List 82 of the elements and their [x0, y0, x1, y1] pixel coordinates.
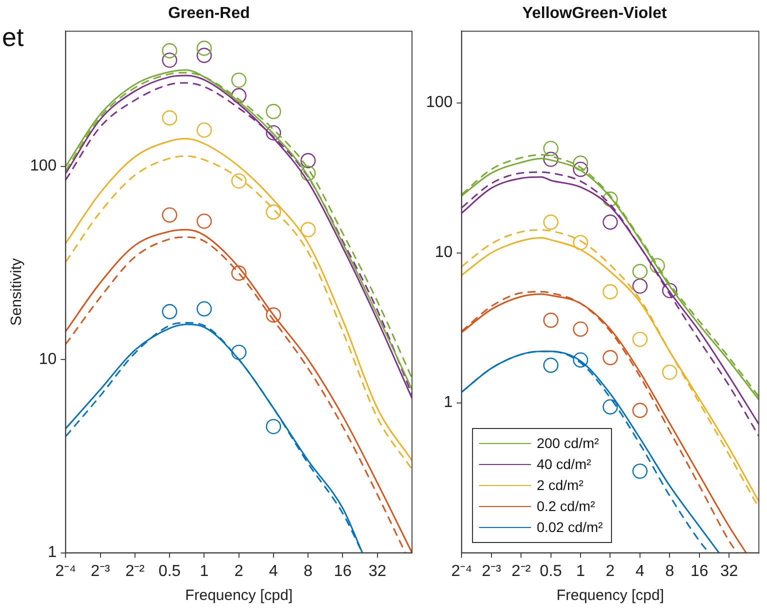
point [300, 222, 316, 238]
x-tick-label: 8 [304, 562, 313, 580]
point [602, 399, 618, 414]
x-tick-label: 16 [690, 562, 708, 580]
x-tick-label: 32 [720, 562, 738, 580]
point [300, 153, 316, 168]
point [543, 312, 558, 328]
point [632, 464, 648, 479]
point [266, 204, 282, 220]
x-tick-label: 2⁻³ [90, 562, 111, 580]
point [231, 344, 246, 360]
x-tick-label: 32 [368, 562, 386, 580]
x-tick-label: 2⁻⁴ [55, 562, 76, 580]
x-tick-label: 2 [234, 562, 244, 580]
point [266, 104, 282, 120]
x-tick-label: 16 [334, 562, 352, 580]
text: et [2, 22, 24, 53]
point [196, 214, 212, 229]
x-tick-label: 0.5 [158, 562, 181, 580]
point [543, 152, 558, 167]
x-tick-label: 8 [665, 562, 674, 580]
point [572, 234, 588, 250]
point [572, 162, 588, 177]
y-tick-label: 1 [48, 544, 57, 562]
point [662, 282, 678, 298]
legend-label: 200 cd/m² [536, 435, 599, 452]
point [662, 364, 678, 380]
chart-title: YellowGreen-Violet [522, 5, 668, 22]
y-tick-label: 10 [38, 350, 57, 368]
point [543, 214, 558, 230]
point [266, 125, 282, 140]
legend-label: 2 cd/m² [536, 477, 584, 494]
point [162, 207, 178, 223]
legend-label: 0.02 cd/m² [536, 519, 603, 536]
point [162, 110, 178, 126]
point [231, 173, 246, 189]
point [266, 307, 282, 323]
x-axis-title: Frequency [cpd] [185, 587, 293, 604]
point [196, 301, 212, 316]
point [300, 166, 316, 181]
point [632, 402, 648, 418]
point [602, 214, 618, 230]
point [231, 88, 246, 104]
point [196, 40, 212, 56]
x-tick-label: 2⁻² [512, 562, 532, 580]
x-tick-label: 2 [606, 562, 615, 580]
x-tick-label: 4 [636, 562, 645, 580]
chart-title: Green-Red [168, 5, 250, 22]
x-tick-label: 4 [269, 562, 278, 580]
point [162, 304, 178, 320]
point [632, 264, 648, 280]
point [602, 284, 618, 300]
x-tick-label: 1 [576, 562, 586, 580]
point [543, 358, 558, 373]
point [602, 191, 618, 207]
x-tick-label: 2⁻⁴ [451, 562, 472, 580]
point [572, 321, 588, 337]
y-axis-title: Sensitivity [8, 258, 26, 326]
legend-label: 0.2 cd/m² [536, 498, 596, 514]
y-tick-label: 1 [444, 394, 453, 412]
point [196, 122, 212, 138]
x-tick-label: 1 [200, 562, 209, 580]
y-tick-label: 100 [426, 94, 453, 112]
legend-label: 40 cd/m² [536, 456, 592, 472]
point [231, 266, 246, 281]
point [572, 352, 588, 368]
y-tick-label: 100 [30, 158, 57, 175]
point [162, 52, 178, 68]
point [266, 418, 282, 434]
point [231, 72, 246, 88]
y-tick-label: 10 [434, 244, 453, 262]
x-axis-title: Frequency [cpd] [556, 587, 664, 604]
point [602, 350, 618, 366]
point [632, 332, 648, 347]
point [632, 278, 648, 294]
point [196, 48, 212, 63]
point [572, 156, 588, 171]
x-tick-label: 2⁻² [125, 562, 146, 580]
point [162, 43, 178, 58]
x-tick-label: 0.5 [540, 562, 562, 580]
x-tick-label: 2⁻³ [482, 562, 502, 580]
point [543, 140, 558, 156]
